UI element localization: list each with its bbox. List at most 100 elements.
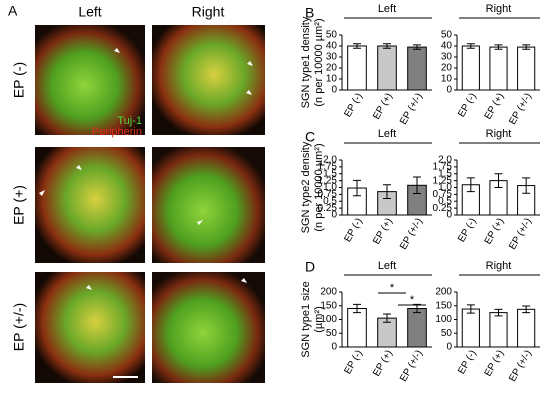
error-bar [522,305,531,314]
micrograph [152,147,265,263]
x-tick-label: EP (-) [342,348,364,376]
y-tick-label: 0 [331,342,337,353]
y-tick-label: 50 [326,328,338,339]
y-tick-label: 1.5 [323,168,337,179]
y-tick-label: 0 [331,210,337,221]
y-tick-label: 200 [320,287,337,298]
x-tick-label: EP (+) [371,91,395,121]
chart-title: Left [378,260,396,272]
y-tick-label: 1.0 [438,182,452,193]
y-tick-label: 0.75 [318,189,338,200]
y-tick-label: 100 [435,314,452,325]
y-tick-label: 50 [441,328,453,339]
panel-label: A [8,3,18,19]
x-tick-label: EP (+/-) [398,91,425,126]
y-tick-label: 100 [320,314,337,325]
x-tick-label: EP (+) [483,348,507,378]
x-tick-label: EP (-) [342,216,364,244]
stain-label: Tuj-1 [117,115,142,127]
y-tick-label: 50 [326,30,338,41]
bar [517,46,536,91]
y-tick-label: 1.75 [433,162,453,173]
y-tick-label: 30 [326,52,338,63]
y-tick-label: 2.0 [438,155,452,166]
error-bar [413,303,421,314]
bar [347,308,367,348]
bar [407,46,427,91]
y-tick-label: 30 [441,52,453,63]
y-tick-label: 1.75 [318,162,338,173]
error-bar [383,313,391,323]
y-tick-label: 1.0 [323,182,337,193]
bar [489,46,508,91]
y-axis-label: (n per 10000 µm²) [313,143,325,231]
y-tick-label: 1.25 [433,175,453,186]
bar [461,308,480,348]
x-tick-label: EP (-) [456,348,478,376]
error-bar [383,43,391,49]
chart-title: Left [378,3,396,15]
y-tick-label: 0.75 [433,189,453,200]
chart-title: Right [486,3,512,15]
error-bar [494,44,503,50]
x-tick-label: EP (+/-) [398,216,425,251]
y-tick-label: 20 [441,63,453,74]
y-tick-label: 0 [446,85,452,96]
error-bar [494,308,503,317]
panel-label: C [305,129,315,145]
error-bar [522,44,531,50]
chart-title: Right [486,260,512,272]
x-tick-label: EP (-) [456,216,478,244]
y-axis-label: (µm²) [313,306,325,333]
error-bar [353,179,361,197]
row-label: EP (-) [11,62,27,98]
x-tick-label: EP (+) [371,348,395,378]
y-tick-label: 2.0 [323,155,337,166]
error-bar [494,173,503,188]
micrograph [152,272,265,383]
micrographs [35,25,265,383]
y-tick-label: 40 [441,41,453,52]
bar [347,45,367,91]
y-tick-label: 1.25 [318,175,338,186]
y-tick-label: 10 [326,74,338,85]
bar [517,308,536,348]
y-tick-label: 0.25 [318,203,338,214]
y-tick-label: 150 [320,300,337,311]
y-tick-label: 20 [326,63,338,74]
chart-title: Left [378,128,396,140]
error-bar [466,304,475,314]
stain-label: Peripherin [92,126,142,138]
error-bar [413,176,421,195]
micrograph [35,147,145,263]
error-bar [383,184,391,199]
error-bar [413,44,421,50]
micrograph [152,25,265,135]
y-tick-label: 0.5 [323,196,337,207]
y-tick-label: 0 [446,210,452,221]
micrograph [35,272,145,383]
significance-label: * [410,294,415,306]
x-tick-label: EP (+) [483,216,507,246]
bar [407,308,427,348]
y-tick-label: 0.25 [433,203,453,214]
y-axis-label: SGN type1 density [300,16,312,108]
error-bar [353,303,361,314]
row-label: EP (+) [11,185,27,225]
y-tick-label: 0 [446,342,452,353]
micrograph [35,25,145,135]
bar [461,45,480,91]
significance-label: * [390,282,395,294]
y-axis-label: SGN type1 size [300,281,312,357]
bar [377,45,397,91]
row-label: EP (+/-) [11,303,27,351]
x-tick-label: EP (+) [483,91,507,121]
y-axis-label: (n per 10000 µm²) [313,18,325,106]
y-tick-label: 40 [326,41,338,52]
column-label: Left [78,4,101,20]
y-tick-label: 50 [441,30,453,41]
x-tick-label: EP (+) [371,216,395,246]
x-tick-label: EP (+/-) [507,216,534,251]
y-tick-label: 0.5 [438,196,452,207]
